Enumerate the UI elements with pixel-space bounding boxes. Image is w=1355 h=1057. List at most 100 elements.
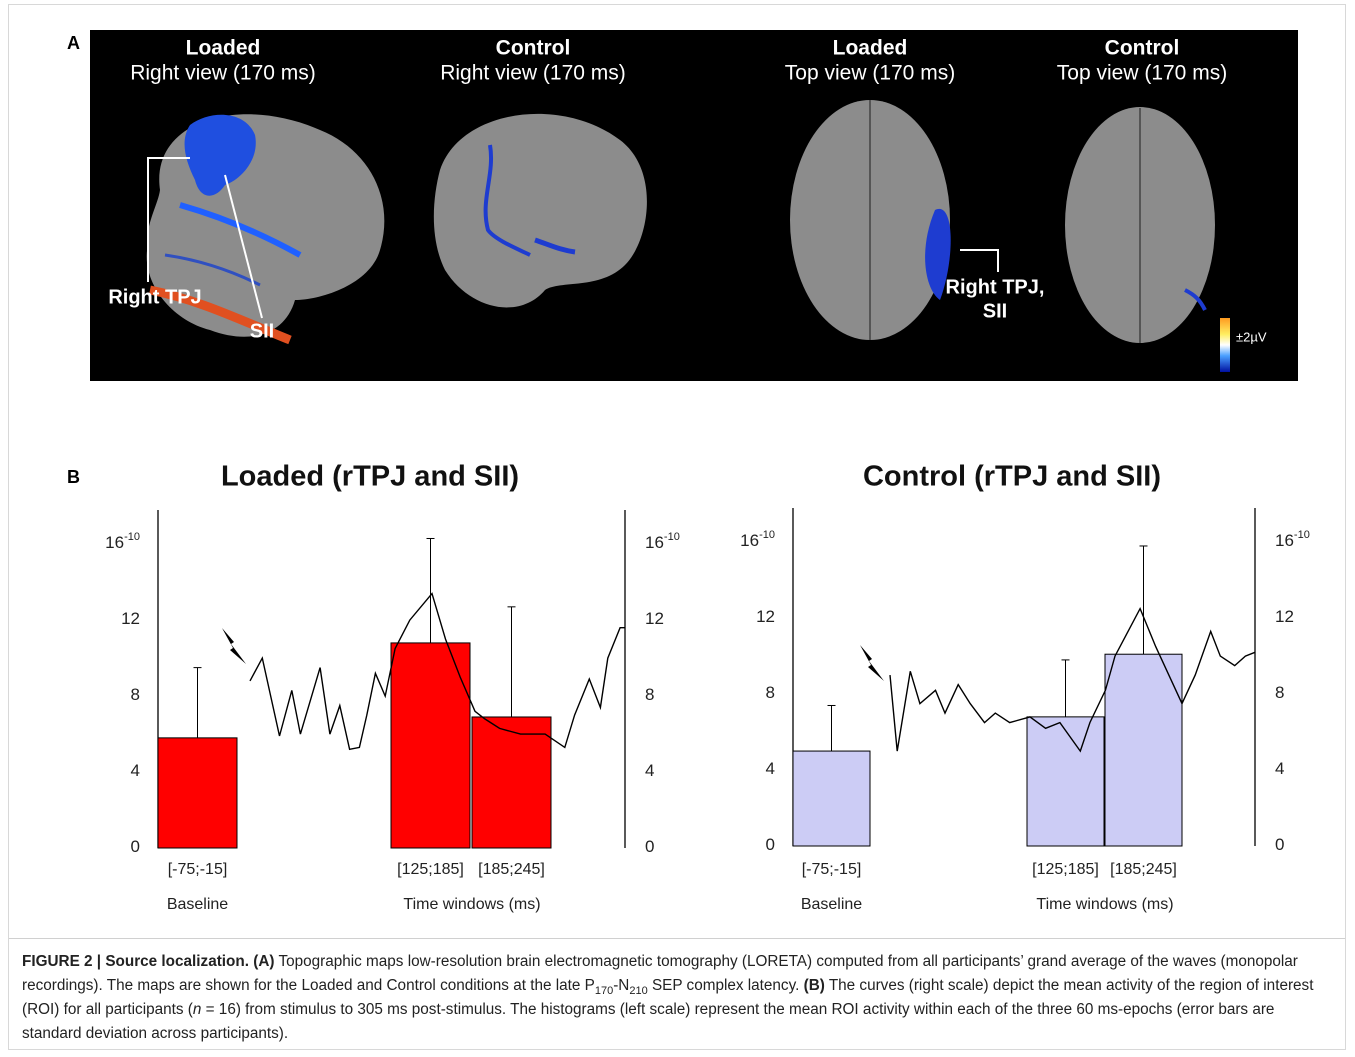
y2-tick-label: 0 [1275,835,1284,854]
y-tick-label-text: 0 [131,837,140,856]
color-scale [1220,318,1230,372]
y2-tick-label: 4 [1275,760,1284,779]
y2-tick-label-text: 12 [1275,608,1294,627]
y-tick-label: 12 [756,608,775,627]
y2-tick-label-text: 4 [645,762,654,781]
y-tick-label-text: 8 [131,686,140,705]
separator [9,938,1345,939]
y2-tick-label: 8 [1275,684,1284,703]
bar [157,737,238,849]
brain-image [146,114,385,345]
caption-text: The curves (right scale) depict the mean… [22,977,1314,1018]
chart-title: Loaded (rTPJ and SII) [221,461,519,493]
annotation: Right TPJ [108,286,201,308]
y2-tick-label: 0 [645,837,654,856]
y-tick-label: 16-10 [740,529,775,551]
y-tick-label-sup: -10 [759,529,775,541]
y-tick-label: 8 [131,686,140,705]
y-tick-label: 12 [121,610,140,629]
caption-text: -N [613,977,630,994]
brain-image [433,113,647,308]
annotation: SII [983,300,1007,322]
y2-tick-label: 12 [645,610,664,629]
view-name: Right view (170 ms) [440,62,626,85]
y2-tick-label-sup: -10 [664,531,680,543]
y2-tick-label-text: 8 [645,686,654,705]
y2-tick-label-text: 12 [645,610,664,629]
y2-tick-label-text: 4 [1275,760,1284,779]
view-condition: Control [496,37,571,60]
y2-tick-label-text: 16 [1275,532,1294,551]
y2-tick-label: 12 [1275,608,1294,627]
caption: FIGURE 2 | Source localization. (A) Topo… [22,950,1338,1046]
stimulus-bolt [222,628,246,664]
bar [792,750,871,847]
stimulus-bolt [860,645,884,681]
y-tick-label-text: 4 [766,760,775,779]
annotation-arrows [147,157,999,319]
y-tick-label: 0 [131,837,140,856]
caption-text: (B) [803,977,825,994]
caption-text: 210 [629,985,648,998]
view-condition: Control [1105,37,1180,60]
caption-text: (A) [253,953,275,970]
curve [889,606,1256,753]
brain-image [790,100,951,340]
y2-tick-label: 4 [645,762,654,781]
panel-label: B [67,467,80,487]
y-tick-label: 16-10 [105,531,140,553]
y2-tick-label: 16-10 [1275,529,1310,551]
caption-text: = 16) from stimulus to 305 ms post-stimu… [22,1001,1275,1042]
x-tick-label: [-75;-15] [802,861,862,878]
annotation: SII [250,320,274,342]
caption-text: n [192,1001,202,1018]
caption-text: SEP complex latency. [647,977,804,994]
view-name: Top view (170 ms) [1057,62,1227,85]
x-tick-label: [125;185] [1032,861,1099,878]
y2-tick-label-text: 8 [1275,684,1284,703]
view-condition: Loaded [186,37,261,60]
x-axis-label: Time windows (ms) [403,896,540,913]
view-condition: Loaded [833,37,908,60]
chart-title: Control (rTPJ and SII) [863,461,1161,493]
y-tick-label-text: 12 [756,608,775,627]
y-tick-label: 8 [766,684,775,703]
caption-text: Topographic maps low-resolution brain el… [22,953,1298,994]
panel-label: A [67,33,80,53]
y-tick-label-text: 16 [105,534,124,553]
annotation: Right TPJ, [946,276,1045,298]
y2-tick-label-text: 0 [645,837,654,856]
curve [249,592,625,751]
x-tick-label: [185;245] [478,861,545,878]
y2-tick-label: 16-10 [645,531,680,553]
y-tick-label-text: 4 [131,762,140,781]
bar [471,716,552,849]
view-name: Right view (170 ms) [130,62,316,85]
y-tick-label-sup: -10 [124,531,140,543]
baseline-label: Baseline [801,896,862,913]
view-name: Top view (170 ms) [785,62,955,85]
y2-tick-label: 8 [645,686,654,705]
x-axis-label: Time windows (ms) [1036,896,1173,913]
y-tick-label-text: 0 [766,835,775,854]
baseline-label: Baseline [167,896,228,913]
brain-image [1065,107,1215,343]
x-tick-label: [125;185] [397,861,464,878]
y-tick-label: 0 [766,835,775,854]
bar [1104,653,1183,847]
caption-text: FIGURE 2 | Source localization. [22,953,249,970]
caption-text: 170 [594,985,614,998]
y-tick-label-text: 16 [740,532,759,551]
y2-tick-label-text: 16 [645,534,664,553]
y-tick-label-text: 12 [121,610,140,629]
figure-frame [8,4,1346,1050]
figure: A Right TPJ SII Right TPJ, SII ±2µV B Lo… [67,30,1310,913]
y2-tick-label-sup: -10 [1294,529,1310,541]
y2-tick-label-text: 0 [1275,835,1284,854]
bar [1026,716,1105,847]
x-tick-label: [-75;-15] [168,861,228,878]
scale-label: ±2µV [1236,329,1267,344]
y-tick-label: 4 [766,760,775,779]
y-tick-label-text: 8 [766,684,775,703]
